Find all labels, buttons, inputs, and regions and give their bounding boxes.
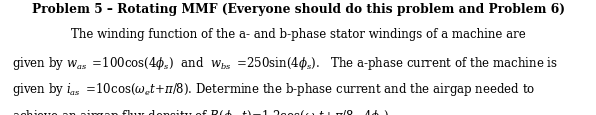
Text: Problem 5 – Rotating MMF (Everyone should do this problem and Problem 6): Problem 5 – Rotating MMF (Everyone shoul… xyxy=(32,3,564,16)
Text: achieve an airgap flux density of $B(\phi_s,t)\!=\!1.2\cos(\omega_e t\!+\!\pi/8\: achieve an airgap flux density of $B(\ph… xyxy=(12,107,392,115)
Text: given by $i_{as}$ $=\!10\cos(\omega_e t\!+\!\pi/8)$. Determine the b-phase curre: given by $i_{as}$ $=\!10\cos(\omega_e t\… xyxy=(12,80,535,97)
Text: given by $w_{as}$ $=\!100\cos(4\phi_s)$  and  $w_{bs}$ $=\!250\sin(4\phi_s)$.   : given by $w_{as}$ $=\!100\cos(4\phi_s)$ … xyxy=(12,54,558,71)
Text: The winding function of the a- and b-phase stator windings of a machine are: The winding function of the a- and b-pha… xyxy=(70,28,526,40)
